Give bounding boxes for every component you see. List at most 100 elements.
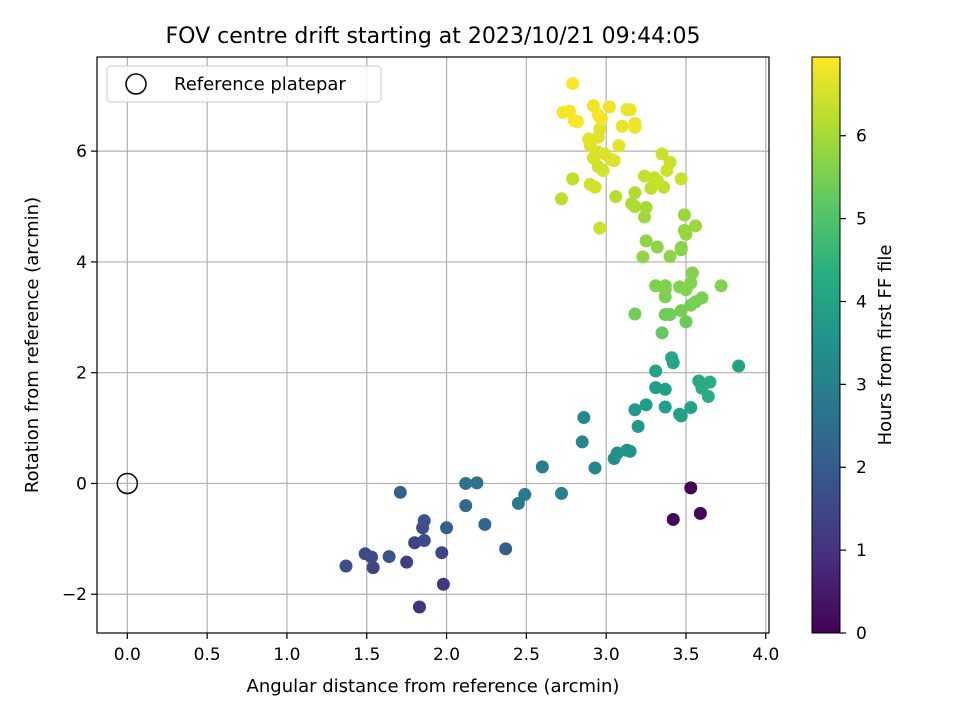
data-point	[649, 364, 663, 378]
data-point	[650, 240, 664, 254]
data-point	[684, 401, 698, 415]
data-point	[566, 77, 580, 91]
data-point	[701, 390, 715, 404]
data-point	[658, 400, 672, 414]
data-point	[366, 561, 380, 575]
data-point	[628, 186, 642, 200]
colorbar-label: Hours from first FF file	[875, 245, 896, 446]
data-point	[417, 534, 431, 548]
data-point	[615, 119, 629, 133]
y-axis-ticks: −2 0 2 4 6	[62, 142, 97, 605]
data-point	[459, 499, 473, 513]
data-point	[566, 172, 580, 186]
x-tick-label: 3.5	[672, 645, 699, 665]
data-point	[393, 485, 407, 499]
colorbar-gradient	[811, 56, 841, 634]
data-point	[400, 555, 414, 569]
plot-frame	[96, 56, 770, 634]
colorbar-tick-label: 2	[856, 458, 867, 478]
data-point	[623, 103, 637, 117]
data-point	[436, 577, 450, 591]
data-point	[677, 208, 691, 222]
data-point	[663, 308, 677, 322]
legend-label-reference: Reference platepar	[174, 74, 346, 95]
colorbar-tick-label: 5	[856, 210, 867, 230]
data-point	[412, 600, 426, 614]
y-axis-label: Rotation from reference (arcmin)	[22, 197, 43, 493]
data-point	[577, 411, 591, 425]
colorbar-tick-label: 1	[856, 541, 867, 561]
colorbar-tick-label: 3	[856, 375, 867, 395]
data-point	[554, 192, 568, 206]
data-point	[703, 375, 717, 389]
data-point	[674, 241, 688, 255]
data-point	[459, 476, 473, 490]
data-point	[588, 180, 602, 194]
data-point	[582, 132, 596, 146]
data-point	[684, 481, 698, 495]
data-points	[339, 77, 746, 614]
data-point	[593, 122, 607, 136]
x-tick-label: 0.5	[194, 645, 221, 665]
data-point	[607, 154, 621, 168]
data-point	[679, 315, 693, 329]
data-point	[594, 112, 608, 126]
data-point	[499, 542, 513, 556]
data-point	[714, 279, 728, 293]
data-point	[655, 326, 669, 340]
data-point	[593, 221, 607, 235]
colorbar-ticks: 0 1 2 3 4 5 6	[840, 127, 867, 644]
data-point	[689, 219, 703, 233]
x-tick-label: 3.0	[593, 645, 620, 665]
data-point	[655, 147, 669, 161]
data-point	[440, 521, 454, 535]
legend-box	[106, 65, 382, 103]
y-tick-label: 2	[76, 364, 87, 384]
data-point	[732, 359, 746, 373]
data-point	[358, 547, 372, 561]
data-point	[637, 169, 651, 183]
data-point	[649, 279, 663, 293]
data-point	[478, 517, 492, 531]
y-tick-label: 4	[76, 253, 87, 273]
colorbar-tick-label: 0	[856, 624, 867, 644]
grid-lines	[97, 57, 769, 633]
x-tick-label: 1.5	[353, 645, 380, 665]
data-point	[636, 250, 650, 264]
data-point	[665, 351, 679, 365]
y-tick-label: −2	[62, 585, 87, 605]
data-point	[639, 398, 653, 412]
data-point	[663, 249, 677, 263]
data-point	[596, 164, 610, 178]
data-point	[650, 174, 664, 188]
data-point	[623, 444, 637, 458]
x-tick-label: 4.0	[752, 645, 779, 665]
reference-platepar-marker	[116, 472, 139, 495]
reference-marker-group	[116, 472, 139, 495]
data-point	[658, 279, 672, 293]
data-point	[674, 304, 688, 318]
data-point	[382, 550, 396, 564]
data-point	[554, 486, 568, 500]
legend-marker-reference	[125, 73, 147, 95]
data-point	[417, 514, 431, 528]
x-axis-label: Angular distance from reference (arcmin)	[247, 676, 620, 697]
data-point	[625, 197, 639, 211]
data-point	[639, 234, 653, 248]
y-tick-label: 0	[76, 474, 87, 494]
data-point	[628, 120, 642, 134]
data-point	[660, 164, 674, 178]
x-tick-label: 1.0	[273, 645, 300, 665]
data-point	[511, 496, 525, 510]
data-point	[470, 476, 484, 490]
data-point	[677, 223, 691, 237]
data-point	[628, 403, 642, 417]
data-point	[535, 460, 549, 474]
data-point	[435, 546, 449, 560]
data-point	[674, 172, 688, 186]
x-tick-label: 2.0	[433, 645, 460, 665]
data-point	[685, 266, 699, 280]
y-tick-label: 6	[76, 142, 87, 162]
